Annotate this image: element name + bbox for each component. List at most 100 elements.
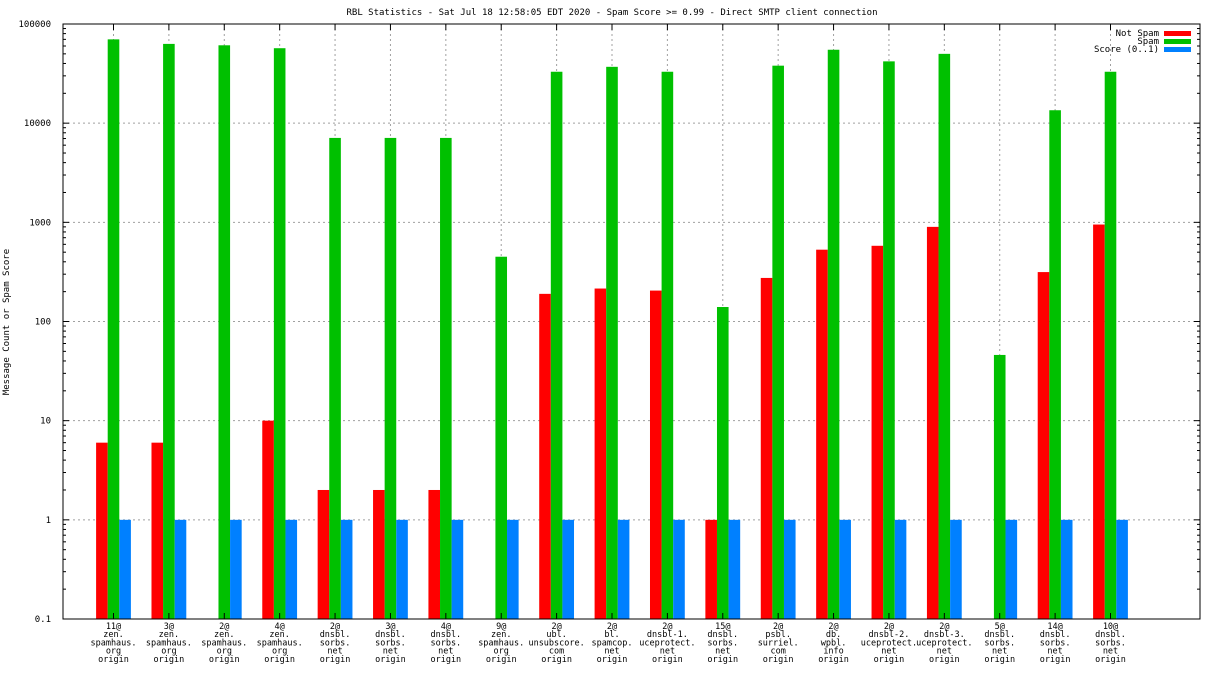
- x-tick-label: 2@ bl. spamcop. net origin: [592, 622, 633, 665]
- legend-label: Not Spam: [1116, 29, 1159, 39]
- x-tick-label-line: 4@: [275, 622, 285, 632]
- x-tick-label-line: origin: [375, 655, 406, 665]
- bar-not-spam: [1093, 224, 1105, 619]
- x-tick-label: 3@ dnsbl. sorbs. net origin: [375, 622, 406, 665]
- x-tick-label-line: spamhaus.: [478, 638, 524, 648]
- x-tick-label-line: 11@: [106, 622, 121, 632]
- x-tick-label-line: origin: [929, 655, 960, 665]
- x-tick-label: 2@ db. wpbl. info origin: [818, 622, 849, 665]
- x-tick-label-line: surriel.: [758, 638, 799, 648]
- x-tick-label-line: 15@: [715, 622, 730, 632]
- x-tick-label-line: net: [383, 647, 398, 657]
- x-tick-label-line: 3@: [164, 622, 174, 632]
- x-tick-label-line: 5@: [995, 622, 1005, 632]
- x-tick-label-line: dnsbl.: [375, 630, 406, 640]
- bar-score-0-1: [894, 519, 907, 619]
- x-tick-label-line: spamhaus.: [201, 638, 247, 648]
- x-tick-label-line: com: [770, 647, 785, 657]
- bar-spam: [1104, 71, 1117, 619]
- x-tick-label: 2@ psbl. surriel. com origin: [758, 622, 799, 665]
- x-tick-label-line: dnsbl-3.: [924, 630, 965, 640]
- x-tick-label-line: net: [327, 647, 342, 657]
- bar-spam: [329, 137, 341, 620]
- y-tick-label: 1: [46, 516, 51, 526]
- x-tick-label-line: origin: [209, 655, 240, 665]
- bar-score-0-1: [562, 519, 575, 619]
- x-tick-label-line: net: [992, 647, 1007, 657]
- x-tick-label-line: origin: [541, 655, 572, 665]
- bar-score-0-1: [1005, 519, 1018, 619]
- x-tick-label-line: 4@: [441, 622, 451, 632]
- x-tick-label-line: ubl.: [546, 630, 566, 640]
- x-tick-label: 2@ dnsbl. sorbs. net origin: [320, 622, 351, 665]
- y-tick-label: 100: [35, 318, 51, 328]
- y-tick-label: 10: [40, 417, 51, 427]
- x-tick-label: 10@ dnsbl. sorbs. net origin: [1095, 622, 1126, 665]
- bar-spam: [1049, 110, 1061, 620]
- x-tick-label-line: 2@: [662, 622, 672, 632]
- bar-score-0-1: [950, 519, 962, 619]
- bar-not-spam: [649, 290, 662, 619]
- x-tick-label-line: spamhaus.: [90, 638, 136, 648]
- x-tick-label-line: unsubscore.: [528, 638, 584, 648]
- legend-swatch: [1164, 39, 1191, 44]
- x-tick-label-line: origin: [984, 655, 1015, 665]
- bar-score-0-1: [451, 519, 464, 619]
- x-tick-label-line: net: [660, 647, 675, 657]
- x-tick-label-line: dnsbl.: [984, 630, 1015, 640]
- x-tick-label-line: origin: [652, 655, 683, 665]
- bar-score-0-1: [340, 519, 353, 619]
- x-tick-label-line: origin: [320, 655, 351, 665]
- x-tick-label-line: org: [272, 647, 287, 657]
- bar-score-0-1: [617, 519, 630, 619]
- x-tick-label-line: uceprotect.: [861, 638, 917, 648]
- x-tick-label-line: origin: [763, 655, 794, 665]
- x-tick-label: 15@ dnsbl. sorbs. net origin: [707, 622, 738, 665]
- x-tick-label-line: origin: [154, 655, 185, 665]
- bar-score-0-1: [507, 519, 519, 619]
- x-tick-label-line: sorbs.: [984, 638, 1015, 648]
- x-tick-label-line: 2@: [551, 622, 561, 632]
- x-tick-label-line: dnsbl.: [430, 630, 461, 640]
- bar-spam: [883, 61, 895, 620]
- x-tick-label-line: dnsbl.: [707, 630, 738, 640]
- x-tick-label-line: sorbs.: [707, 638, 738, 648]
- bar-score-0-1: [783, 519, 796, 619]
- bar-score-0-1: [728, 519, 741, 619]
- x-tick-label-line: origin: [98, 655, 129, 665]
- x-tick-label-line: origin: [264, 655, 295, 665]
- bar-score-0-1: [285, 519, 298, 619]
- x-tick-label-line: uceprotect.: [916, 638, 972, 648]
- y-tick-label: 0.1: [35, 615, 51, 625]
- bar-not-spam: [317, 489, 330, 619]
- bar-not-spam: [926, 226, 939, 619]
- x-tick-label-line: dnsbl.: [1095, 630, 1126, 640]
- x-tick-label-line: net: [937, 647, 952, 657]
- bar-spam: [716, 307, 729, 619]
- y-tick-label: 1000: [29, 218, 51, 228]
- bar-not-spam: [539, 293, 551, 619]
- bar-spam: [495, 256, 508, 619]
- plot-border: [62, 23, 1201, 620]
- x-tick-label-line: origin: [874, 655, 905, 665]
- bar-spam: [993, 354, 1006, 619]
- x-tick-label-line: spamhaus.: [257, 638, 303, 648]
- x-tick-label-line: origin: [818, 655, 849, 665]
- x-tick-label-line: zen.: [103, 630, 123, 640]
- bar-spam: [772, 65, 784, 620]
- x-tick-label-line: spamhaus.: [146, 638, 192, 648]
- bar-spam: [218, 45, 231, 619]
- bar-score-0-1: [1060, 519, 1073, 619]
- legend-swatch: [1164, 47, 1191, 52]
- x-tick-label-line: 3@: [385, 622, 395, 632]
- x-tick-label-line: origin: [1095, 655, 1126, 665]
- bar-spam: [938, 53, 951, 619]
- x-tick-label: 3@ zen. spamhaus. org origin: [146, 622, 192, 665]
- x-tick-label-line: net: [1103, 647, 1118, 657]
- x-tick-label: 9@ zen. spamhaus. org origin: [478, 622, 524, 665]
- x-tick-label-line: zen.: [269, 630, 289, 640]
- bar-spam: [440, 137, 452, 620]
- legend-swatch: [1164, 31, 1191, 36]
- bar-score-0-1: [396, 519, 408, 619]
- x-tick-label-line: net: [1047, 647, 1062, 657]
